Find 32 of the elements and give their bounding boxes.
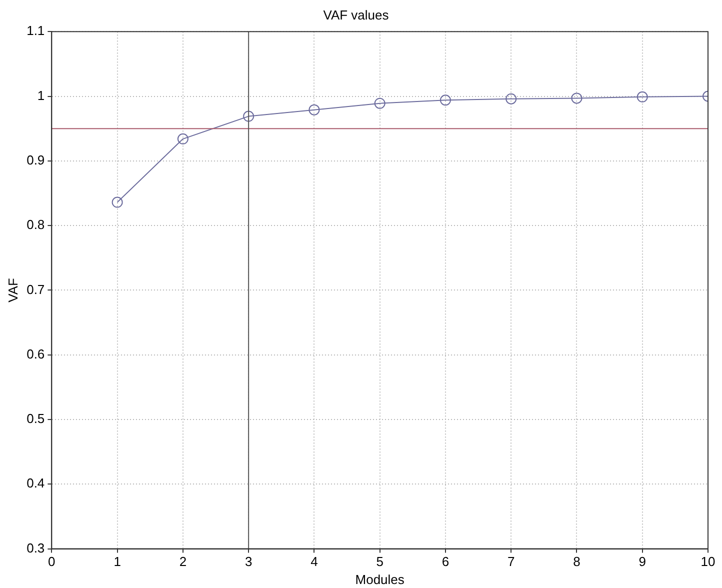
y-tick-label: 0.3 <box>26 540 45 556</box>
point <box>112 196 123 208</box>
x-tick-label: 5 <box>376 554 384 570</box>
point <box>440 94 451 106</box>
y-axis-title: VAF <box>5 278 20 302</box>
x-axis-title: Modules <box>355 572 405 587</box>
y-tick-label: 0.9 <box>26 152 45 168</box>
point <box>571 92 582 104</box>
x-tick-label: 9 <box>638 554 646 570</box>
chart-title: VAF values <box>323 7 390 22</box>
y-tick-label: 0.8 <box>26 217 45 232</box>
y-tick-label: 0.5 <box>26 411 45 426</box>
y-tick-label: 1.1 <box>26 23 45 38</box>
point <box>374 98 386 109</box>
x-tick-label: 3 <box>244 554 252 570</box>
x-tick-label: 1 <box>114 554 121 570</box>
y-tick-label: 0.6 <box>26 346 45 362</box>
point <box>506 93 517 104</box>
x-tick-label: 7 <box>507 554 515 570</box>
point <box>177 133 188 144</box>
y-tick-label: 0.7 <box>26 282 45 297</box>
point <box>243 110 254 122</box>
x-tick-label: 10 <box>700 554 716 570</box>
y-tick-label: 0.4 <box>26 476 45 491</box>
x-tick-label: 2 <box>179 554 187 570</box>
x-tick-label: 4 <box>310 554 318 570</box>
x-tick-label: 8 <box>573 554 580 570</box>
x-tick-label: 0 <box>48 554 56 570</box>
point <box>636 91 648 102</box>
y-tick-label: 1 <box>37 88 45 103</box>
point <box>308 104 320 116</box>
x-tick-label: 6 <box>442 554 450 570</box>
